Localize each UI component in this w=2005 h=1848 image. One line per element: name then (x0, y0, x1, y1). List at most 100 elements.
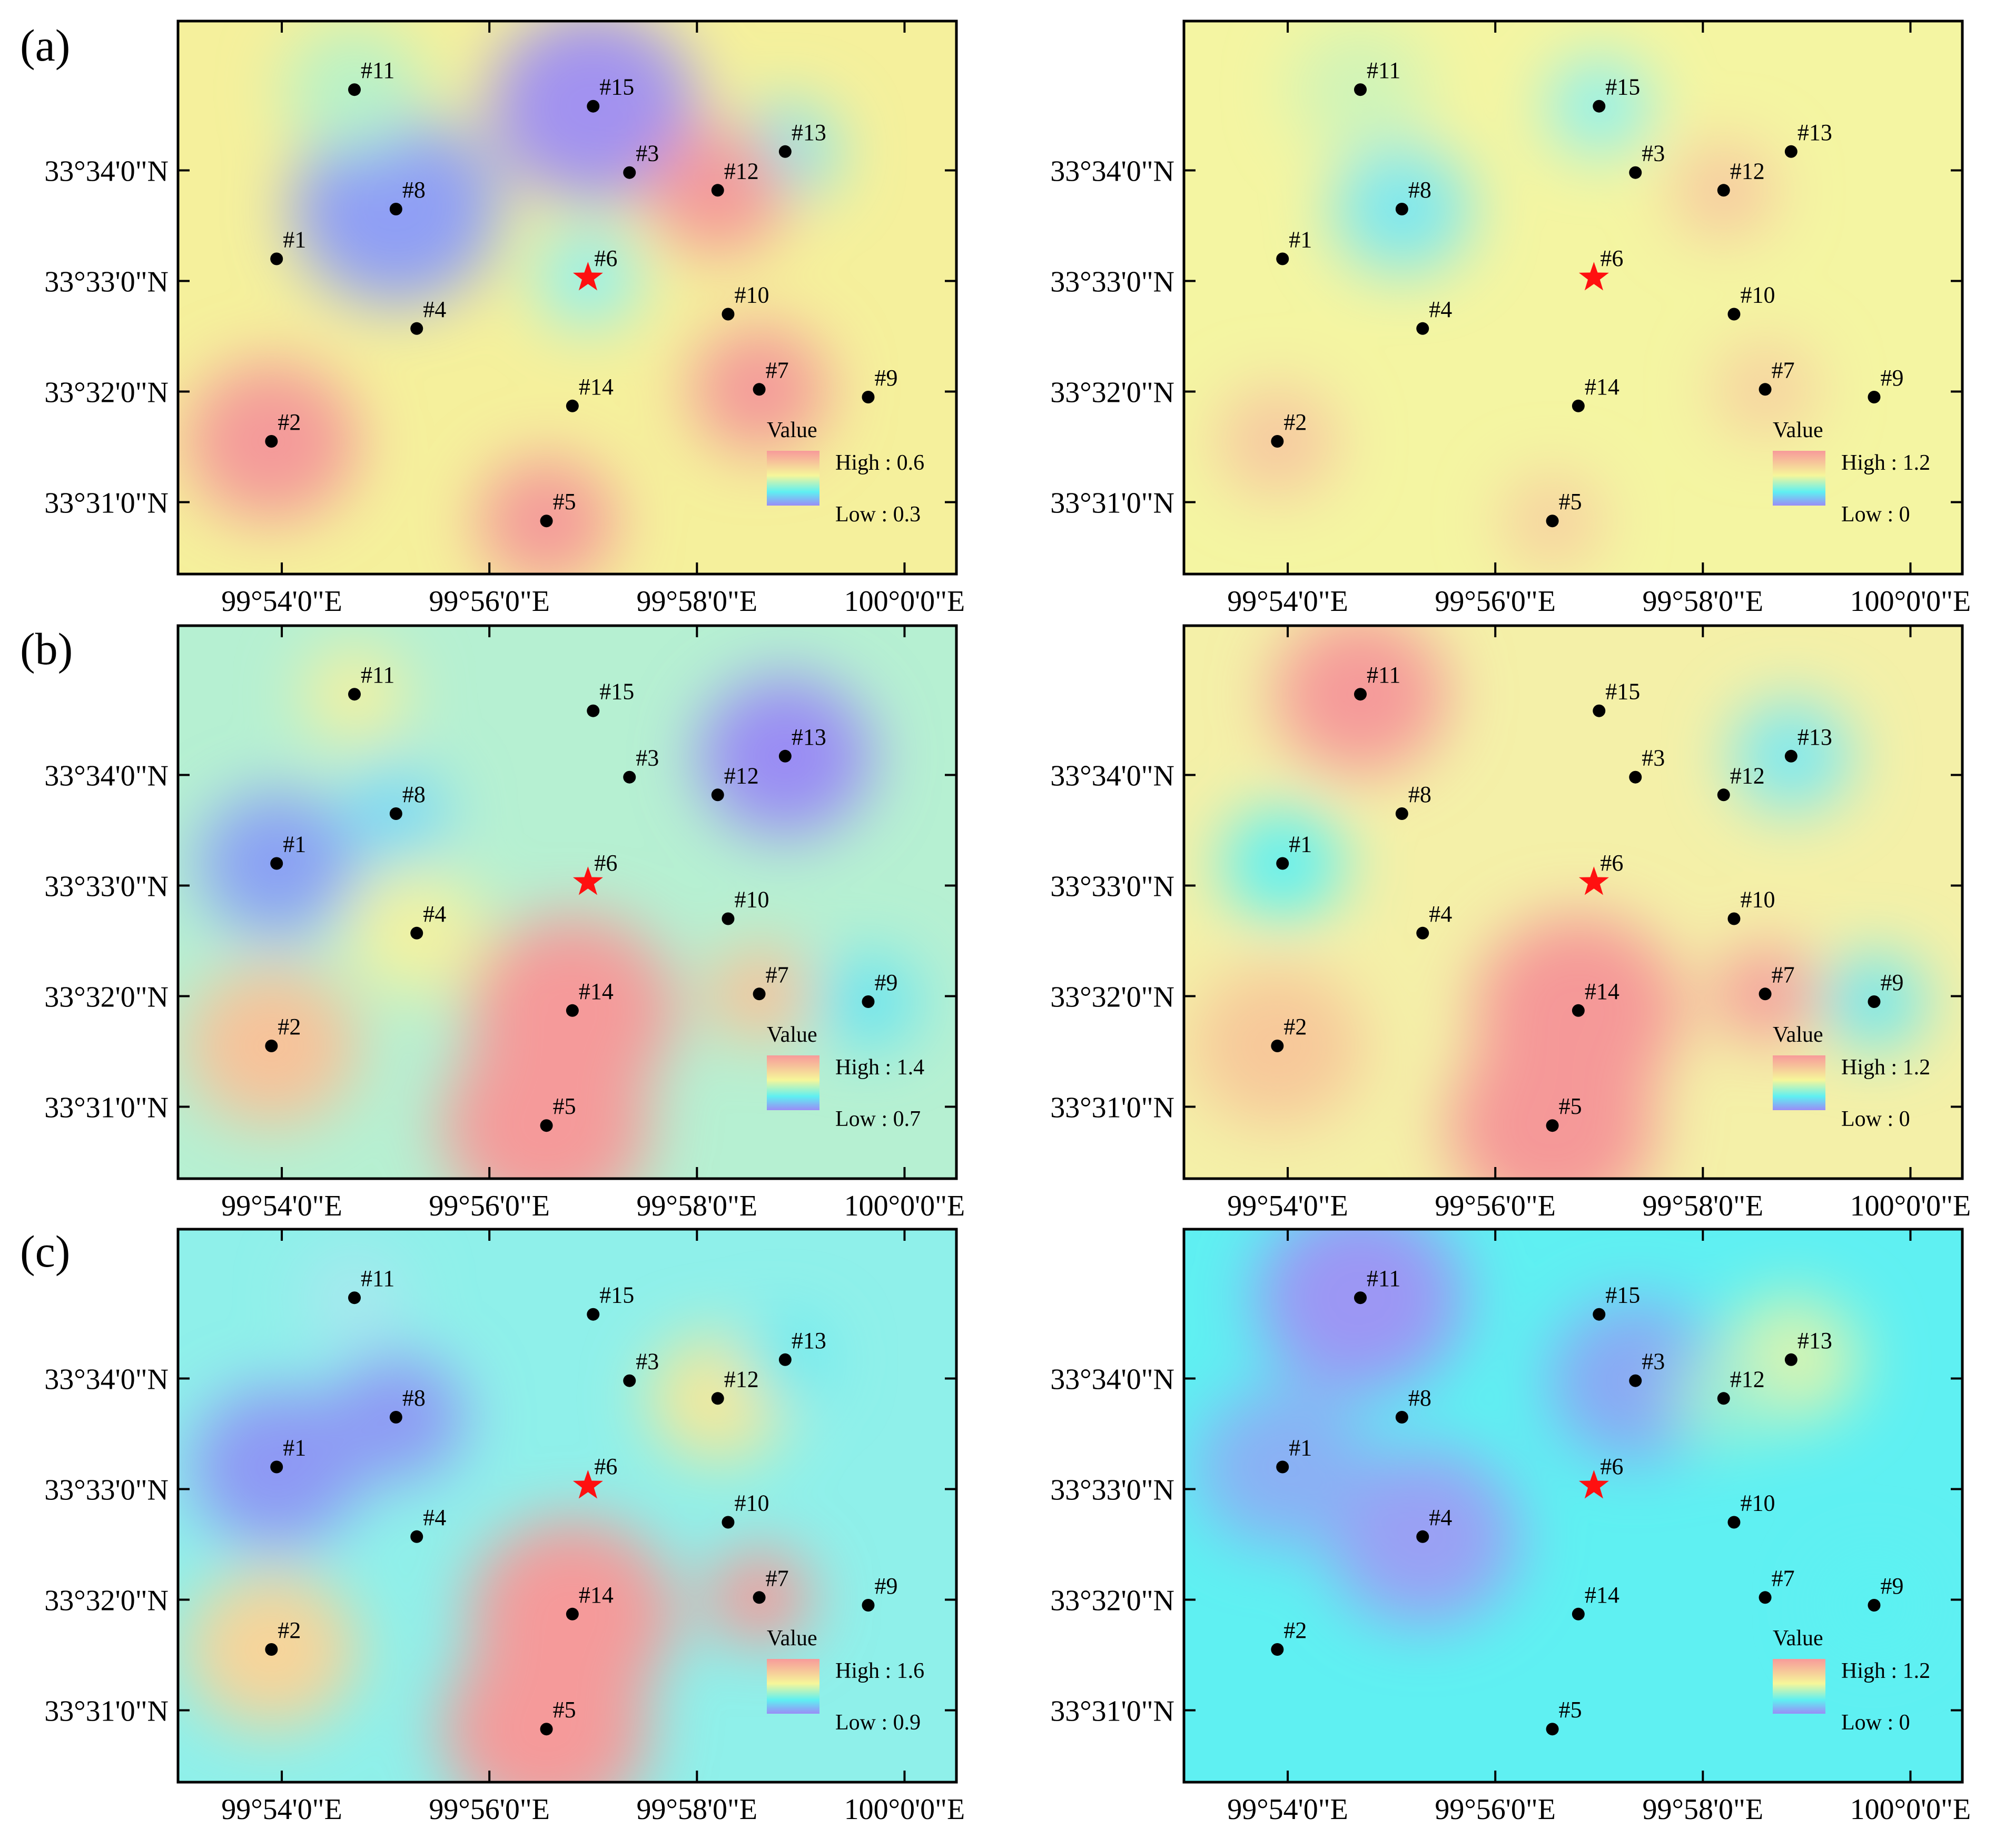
station-label: #10 (1740, 887, 1775, 913)
station-label: #5 (1559, 489, 1582, 515)
station-label: #11 (1367, 1266, 1400, 1291)
lon-tick-label: 100°0'0"E (1850, 585, 1971, 618)
station-label: #7 (1772, 357, 1795, 383)
map-panel-2-right: 33°34'0"N 33°33'0"N 33°32'0"N 33°31'0"N 99°5… (1050, 624, 1971, 1222)
lat-tick-label: 33°33'0"N (44, 1474, 169, 1507)
station-marker (623, 166, 636, 179)
station-label: #9 (1880, 1573, 1903, 1599)
interpolated-surface (178, 21, 956, 574)
legend-low-label: Low : 0 (1841, 1107, 1910, 1131)
legend-ramp (1773, 1659, 1825, 1714)
station-label: #8 (402, 782, 426, 807)
lon-tick-label: 99°56'0"E (1435, 585, 1556, 618)
station-label: #8 (402, 1385, 426, 1411)
station-label: #12 (1730, 763, 1765, 788)
station-label: #10 (1740, 1490, 1775, 1516)
lon-tick-label: 99°58'0"E (1643, 1793, 1764, 1826)
station-marker (778, 1353, 792, 1366)
lat-tick-label: 33°34'0"N (1050, 760, 1174, 793)
station-label: #6 (1600, 850, 1623, 876)
station-marker (1271, 1040, 1284, 1052)
station-label: #5 (1559, 1697, 1582, 1723)
lat-tick-label: 33°33'0"N (44, 266, 169, 299)
legend-title: Value (767, 1023, 817, 1047)
station-label: #5 (1559, 1093, 1582, 1119)
station-label: #2 (1283, 1617, 1307, 1643)
station-marker (1717, 788, 1730, 802)
lat-tick-label: 33°32'0"N (1050, 981, 1174, 1014)
station-label: #1 (1289, 227, 1312, 253)
station-label: #11 (361, 1266, 394, 1291)
station-marker (1354, 688, 1367, 701)
station-star-marker (572, 262, 603, 291)
legend-low-label: Low : 0.3 (835, 502, 921, 527)
lon-tick-label: 99°54'0"E (1227, 1190, 1348, 1222)
legend: Value High : 1.6 Low : 0.9 (767, 1626, 924, 1735)
station-label: #4 (1429, 901, 1452, 927)
station-marker (1395, 203, 1408, 215)
station-label: #4 (1429, 1505, 1452, 1530)
station-label: #14 (1585, 1582, 1619, 1608)
map-frame (176, 624, 958, 1180)
station-label: #14 (579, 979, 614, 1004)
station-marker (1868, 391, 1881, 403)
station-label: #12 (724, 158, 759, 184)
station-label: #4 (1429, 297, 1452, 322)
legend-low-label: Low : 0.7 (835, 1107, 921, 1131)
station-marker (722, 912, 735, 925)
station-label: #1 (283, 1435, 306, 1461)
lat-tick-label: 33°31'0"N (44, 487, 169, 520)
lon-tick-label: 99°56'0"E (1435, 1190, 1556, 1222)
station-marker (1276, 252, 1289, 265)
lon-tick-label: 99°54'0"E (221, 585, 342, 618)
station-marker (540, 1119, 553, 1132)
station-marker (711, 1392, 724, 1405)
station-marker (1354, 83, 1367, 96)
station-label: #13 (1797, 120, 1832, 145)
station-marker (1416, 322, 1429, 335)
station-marker (1593, 1308, 1606, 1321)
station-label: #10 (1740, 282, 1775, 308)
station-marker (1784, 145, 1797, 158)
legend-title: Value (1773, 418, 1823, 442)
legend-high-label: High : 0.6 (835, 451, 924, 475)
legend: Value High : 1.2 Low : 0 (1773, 418, 1930, 527)
station-label: #10 (734, 282, 769, 308)
station-label: #9 (1880, 365, 1903, 391)
station-marker (1395, 807, 1408, 820)
map-panel-3-right: 33°34'0"N 33°33'0"N 33°32'0"N 33°31'0"N 99°5… (1050, 1228, 1971, 1826)
station-marker (1593, 704, 1606, 717)
station-label: #13 (792, 724, 826, 750)
station-label: #9 (874, 970, 897, 995)
station-marker (722, 1516, 735, 1529)
station-label: #12 (1730, 158, 1765, 184)
station-marker (1759, 383, 1772, 396)
legend-high-label: High : 1.4 (835, 1055, 924, 1080)
station-label: #3 (1642, 745, 1665, 771)
station-marker (1593, 100, 1606, 113)
station-marker (389, 1411, 402, 1424)
lat-tick-label: 33°33'0"N (44, 871, 169, 903)
station-label: #6 (1600, 245, 1623, 271)
station-marker (1546, 515, 1559, 528)
lat-tick-label: 33°33'0"N (1050, 871, 1174, 903)
legend-high-label: High : 1.6 (835, 1659, 924, 1683)
lon-tick-label: 99°56'0"E (1435, 1793, 1556, 1826)
station-marker (270, 1460, 283, 1474)
station-marker (1546, 1119, 1559, 1132)
station-label: #10 (734, 887, 769, 913)
station-marker (778, 145, 792, 158)
station-star-marker (1578, 1470, 1609, 1499)
station-marker (1784, 1353, 1797, 1366)
station-marker (389, 203, 402, 215)
station-label: #2 (1283, 1014, 1307, 1040)
station-label: #13 (792, 1328, 826, 1353)
station-star-marker (1578, 866, 1609, 895)
station-label: #8 (1408, 782, 1431, 807)
lat-tick-label: 33°31'0"N (1050, 1695, 1174, 1728)
map-frame (1182, 19, 1964, 576)
legend: Value High : 0.6 Low : 0.3 (767, 418, 924, 527)
lon-tick-label: 100°0'0"E (1850, 1190, 1971, 1222)
station-marker (1727, 912, 1741, 925)
